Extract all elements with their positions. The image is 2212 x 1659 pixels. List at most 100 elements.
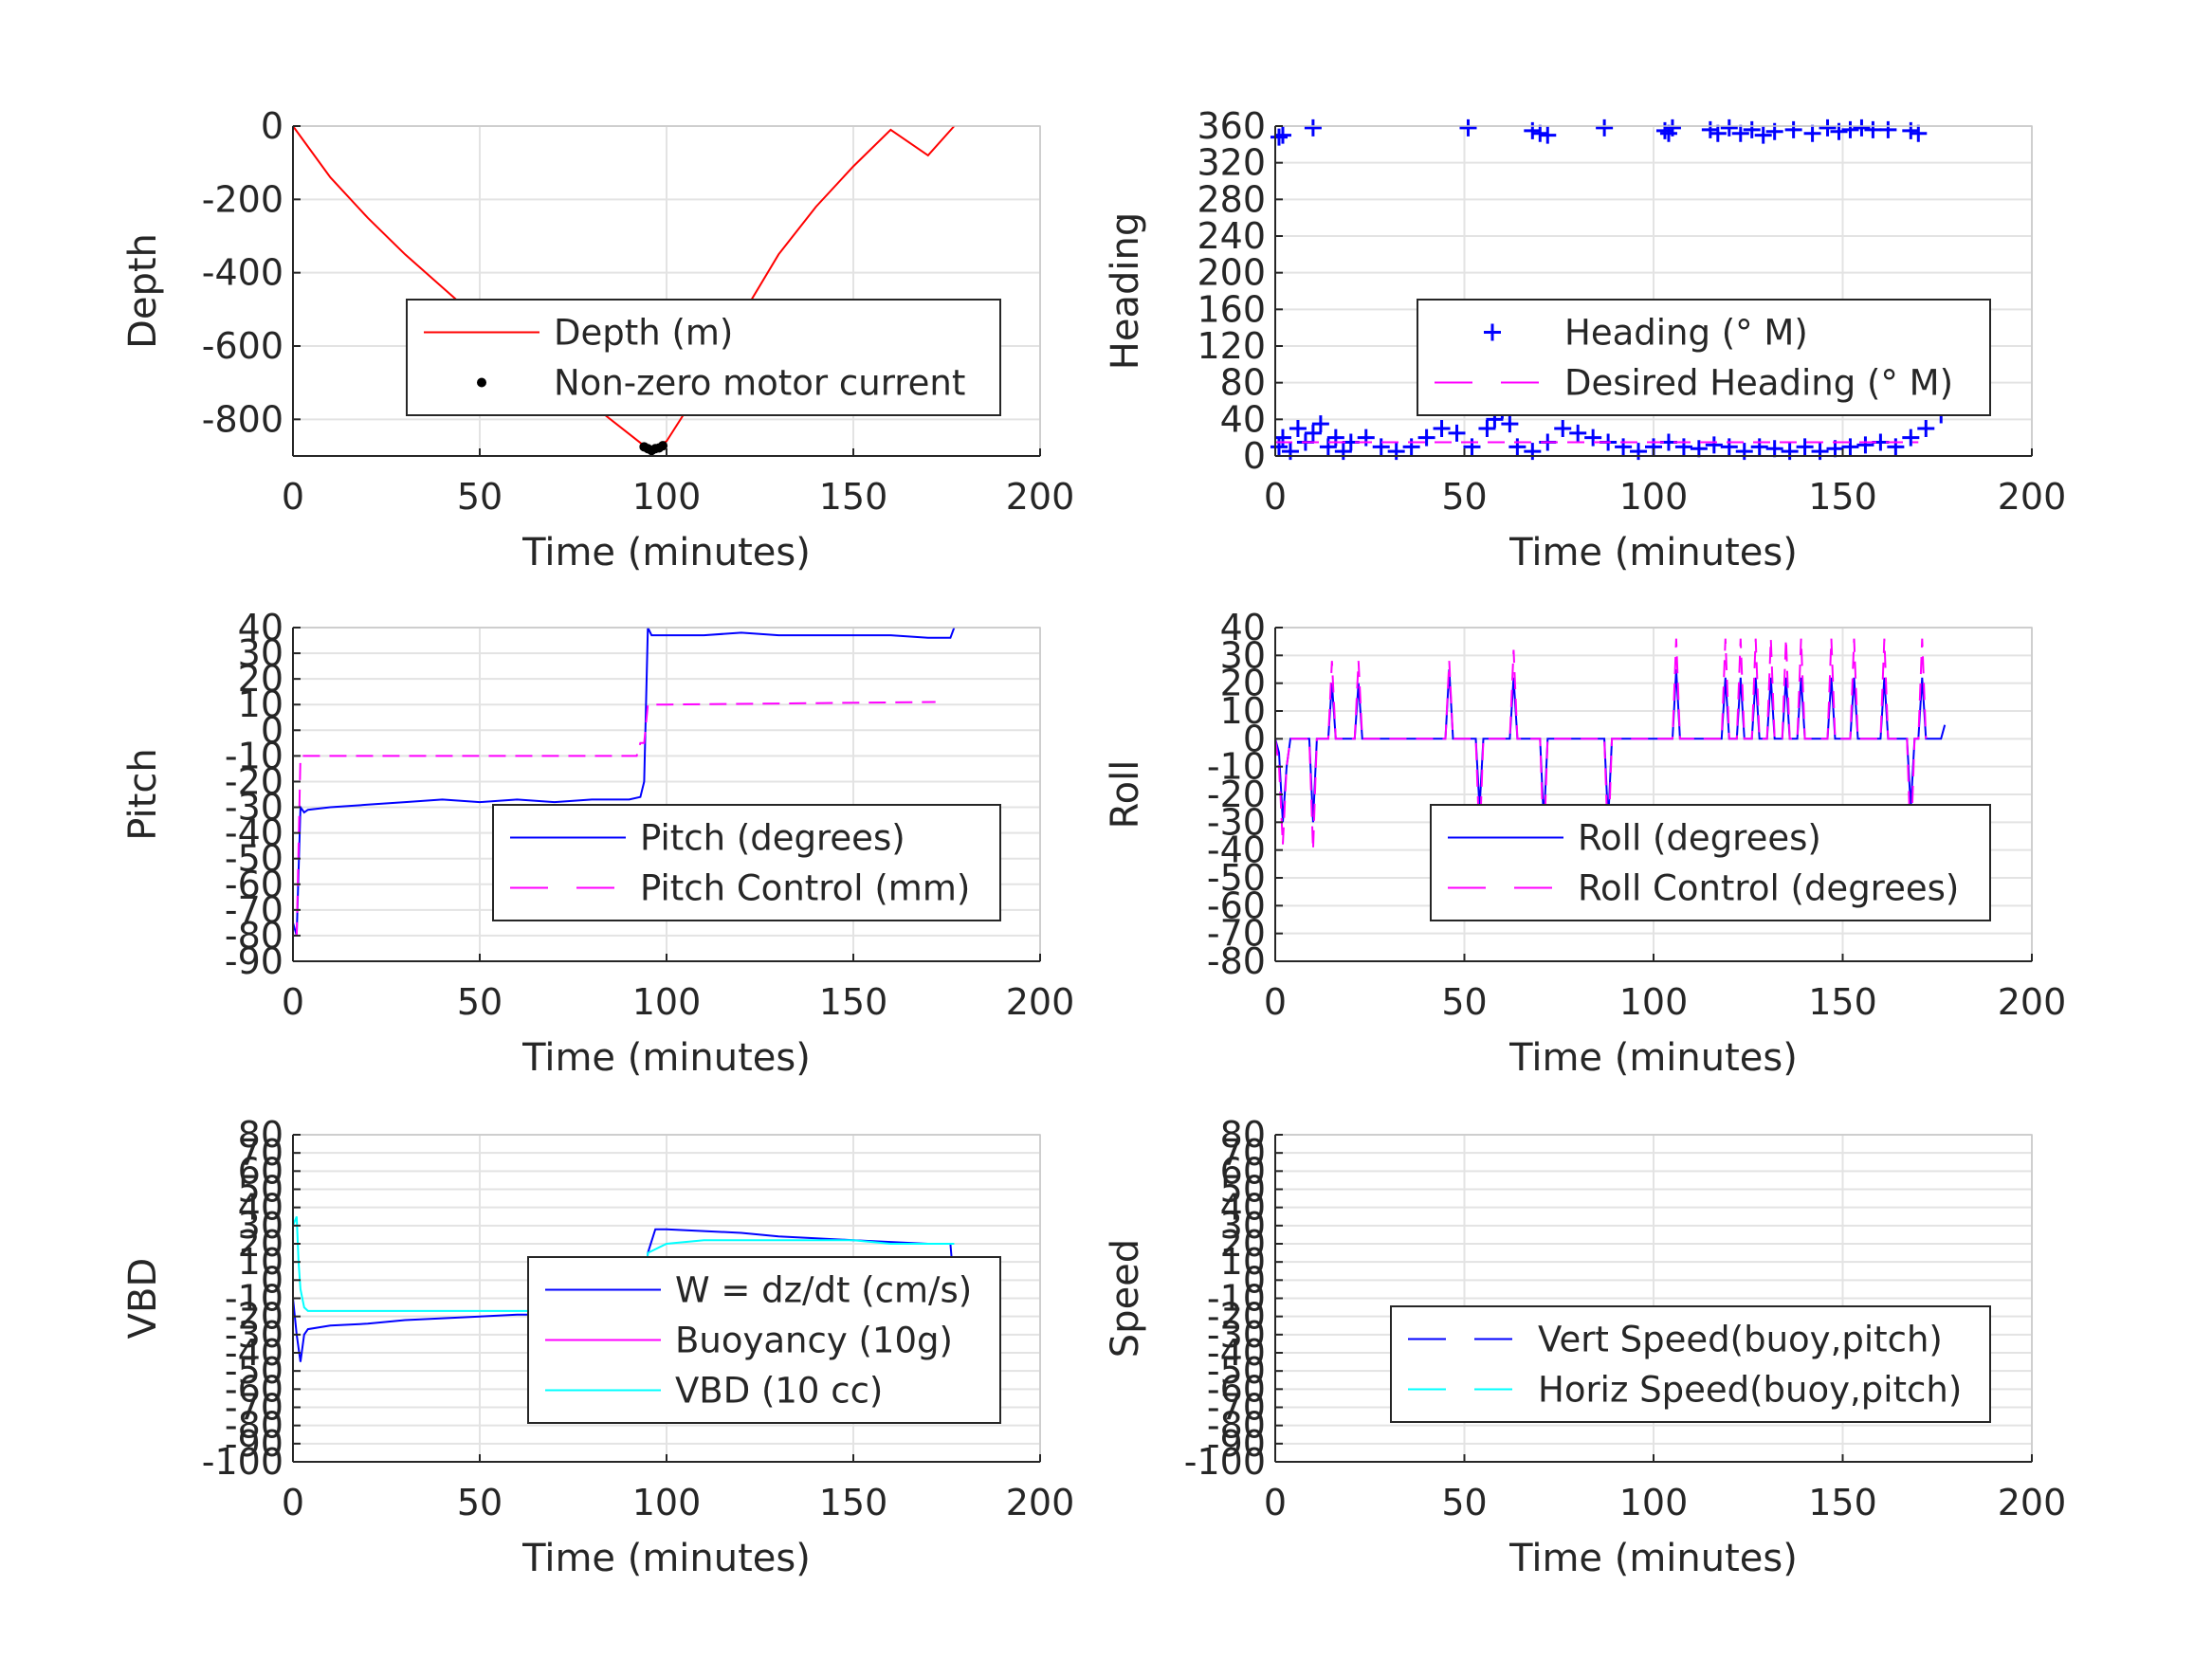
vbd-y-tick-label: 20 <box>238 1223 283 1265</box>
depth-y-tick-label: -400 <box>202 252 283 294</box>
vbd-y-tick-label: -90 <box>225 1423 283 1465</box>
heading-legend-label: Heading (° M) <box>1564 313 1808 354</box>
heading-series-0-point <box>1463 438 1481 456</box>
pitch-legend: Pitch (degrees) Pitch Control (mm) <box>492 804 1001 921</box>
heading-series-0-point <box>1273 428 1291 447</box>
vbd-x-tick-label: 0 <box>282 1482 304 1523</box>
heading-series-0-point <box>1853 118 1871 137</box>
heading-x-axis-label: Time (minutes) <box>1508 531 1798 574</box>
speed-y-tick-label: -90 <box>1207 1423 1266 1465</box>
speed-y-tick-label: 50 <box>1220 1169 1266 1211</box>
depth-x-tick-label: 100 <box>632 476 702 518</box>
heading-y-tick-label: 160 <box>1197 288 1266 330</box>
pitch-chart: 0 50 100 150 200403020100-10-20-30-40-50-60-… <box>121 607 1074 1080</box>
heading-series-0-point <box>1554 420 1572 437</box>
heading-y-tick-label: 360 <box>1197 105 1266 147</box>
heading-legend-swatch <box>1484 323 1501 341</box>
heading-y-axis-label: Heading <box>1104 212 1147 370</box>
heading-series-0-point <box>1917 420 1935 437</box>
heading-series-0-point <box>1705 436 1723 454</box>
heading-series-0-point <box>1569 424 1587 442</box>
roll-y-tick-label: -50 <box>1207 857 1266 899</box>
vbd-y-tick-label: 80 <box>238 1114 283 1156</box>
speed-y-tick-label: -30 <box>1207 1314 1266 1356</box>
heading-series-0-point <box>1311 415 1329 433</box>
depth-x-tick-label: 50 <box>457 476 503 518</box>
depth-x-tick-label: 150 <box>819 476 888 518</box>
heading-series-0-point <box>1754 126 1772 144</box>
pitch-x-tick-label: 150 <box>819 981 888 1023</box>
heading-series-0-point <box>1709 124 1727 142</box>
heading-series-0-point <box>1864 120 1882 138</box>
pitch-x-tick-label: 0 <box>282 981 304 1023</box>
heading-series-0-point <box>1402 438 1420 456</box>
speed-y-tick-label: 20 <box>1220 1223 1266 1265</box>
pitch-y-tick-label: -40 <box>225 812 283 854</box>
vbd-x-tick-label: 100 <box>632 1482 702 1523</box>
speed-y-tick-label: 40 <box>1220 1187 1266 1229</box>
speed-y-tick-label: -70 <box>1207 1387 1266 1429</box>
heading-legend-box <box>1417 299 1991 416</box>
heading-series-0-point <box>1910 124 1928 142</box>
heading-series-0-point <box>1304 424 1322 442</box>
depth-y-tick-label: -600 <box>202 325 283 367</box>
roll-legend-label: Roll (degrees) <box>1578 818 1821 859</box>
heading-series-0-point <box>1459 118 1477 137</box>
heading-x-tick-label: 0 <box>1264 476 1287 518</box>
heading-series-0-point <box>1887 438 1905 456</box>
speed-x-tick-label: 100 <box>1619 1482 1689 1523</box>
heading-series-0-point <box>1319 438 1337 456</box>
heading-series-0-point <box>1508 438 1526 456</box>
heading-series-0-point <box>1720 118 1738 137</box>
heading-series-0-point <box>1811 443 1829 461</box>
depth-y-axis-label: Depth <box>121 233 165 349</box>
heading-y-tick-label: 280 <box>1197 178 1266 220</box>
speed-y-tick-label: 70 <box>1220 1132 1266 1174</box>
heading-series-0-point <box>1743 120 1761 138</box>
heading-legend: Heading (° M) Desired Heading (° M) <box>1417 299 1991 416</box>
heading-series-0-point <box>1326 428 1344 447</box>
roll-legend-box <box>1430 804 1991 921</box>
heading-y-tick-label: 0 <box>1243 435 1266 477</box>
speed-legend-label: Vert Speed(buoy,pitch) <box>1538 1320 1943 1360</box>
heading-series-0-point <box>1731 124 1749 142</box>
heading-series-0-point <box>1819 118 1837 137</box>
vbd-y-tick-label: -20 <box>225 1296 283 1338</box>
heading-series-0-point <box>1796 438 1814 456</box>
speed-x-tick-label: 0 <box>1264 1482 1287 1523</box>
depth-series-0-line <box>292 125 956 450</box>
roll-y-tick-label: 30 <box>1220 634 1266 676</box>
heading-series-0-point <box>1531 124 1549 142</box>
heading-series-0-point <box>1281 443 1299 461</box>
vbd-legend-label: W = dz/dt (cm/s) <box>675 1270 972 1311</box>
heading-series-0-point <box>1663 118 1681 137</box>
vbd-y-tick-label: -60 <box>225 1368 283 1410</box>
heading-series-0-point <box>1615 438 1633 456</box>
heading-series-0-point <box>1417 428 1435 447</box>
pitch-y-tick-label: 0 <box>261 709 283 751</box>
vbd-y-tick-label: 60 <box>238 1150 283 1192</box>
pitch-y-tick-label: -70 <box>225 889 283 931</box>
speed-y-tick-label: 80 <box>1220 1114 1266 1156</box>
heading-series-0-point <box>1304 118 1322 137</box>
heading-series-0-point <box>1655 121 1673 139</box>
heading-series-0-point <box>1478 420 1496 437</box>
speed-y-axis-label: Speed <box>1104 1239 1147 1358</box>
heading-series-0-point <box>1270 438 1288 456</box>
depth-legend-label: Non-zero motor current <box>554 363 965 404</box>
pitch-y-tick-label: -50 <box>225 838 283 880</box>
roll-y-axis-label: Roll <box>1104 760 1147 830</box>
speed-y-tick-label: -50 <box>1207 1350 1266 1392</box>
heading-series-0-point <box>1750 438 1768 456</box>
vbd-y-tick-label: -40 <box>225 1332 283 1374</box>
roll-y-tick-label: -70 <box>1207 913 1266 955</box>
vbd-x-tick-label: 150 <box>819 1482 888 1523</box>
pitch-y-tick-label: 40 <box>238 607 283 648</box>
heading-series-0-point <box>1596 118 1614 137</box>
pitch-y-tick-label: -30 <box>225 787 283 829</box>
heading-series-0-point <box>1902 428 1920 447</box>
vbd-legend: W = dz/dt (cm/s) Buoyancy (10g) VBD (10 cc… <box>527 1256 1001 1424</box>
pitch-series-1-line <box>293 701 936 937</box>
roll-y-tick-label: -80 <box>1207 940 1266 982</box>
pitch-y-tick-label: 10 <box>238 684 283 725</box>
